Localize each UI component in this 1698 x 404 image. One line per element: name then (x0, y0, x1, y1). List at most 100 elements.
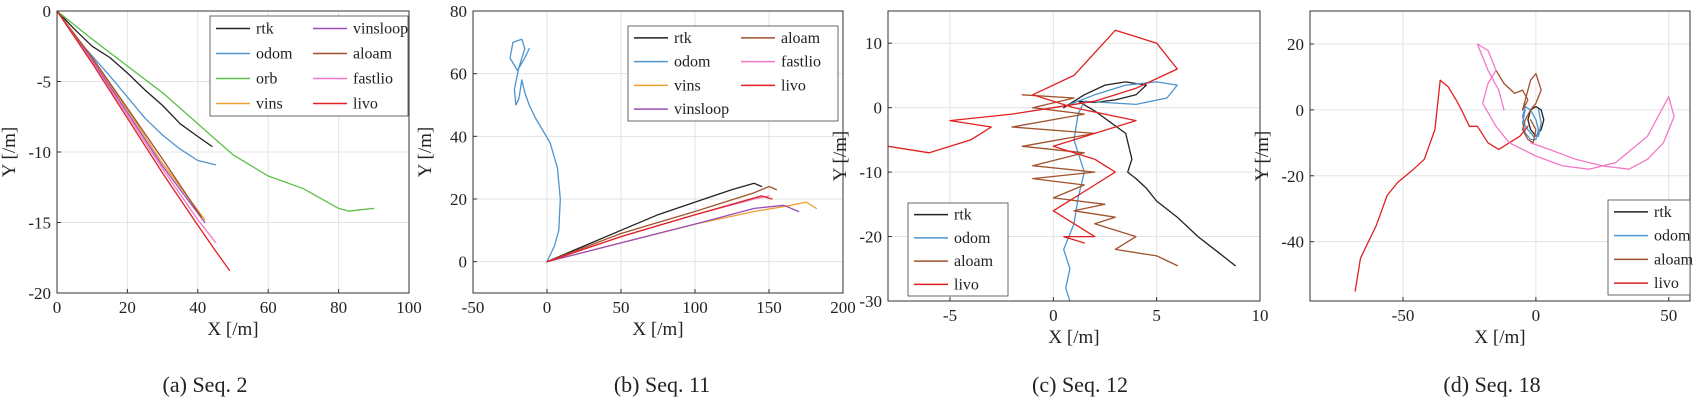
chart-2-series-group (888, 29, 1236, 301)
chart-2-x-tick-label: 0 (1049, 306, 1058, 325)
series-line-odom (1063, 81, 1178, 301)
chart-0-x-tick-label: 100 (396, 298, 422, 317)
chart-3-x-tick-label: -50 (1392, 306, 1415, 325)
panel-seq-11: -50 0 50 100 150 200 0 20 40 60 80 X [/m] Y [/m] rtk o… (415, 2, 856, 397)
chart-3-y-tick-label: 20 (1287, 35, 1304, 54)
chart-1-x-tick-label: 200 (830, 298, 856, 317)
chart-2-x-tick-label: -5 (943, 306, 957, 325)
chart-0-y-tick-label: -5 (37, 73, 51, 92)
chart-2-x-axis-label: X [/m] (1048, 327, 1099, 348)
chart-2-x-tick-label: 10 (1252, 306, 1269, 325)
chart-1-y-tick-label: 60 (450, 65, 467, 84)
chart-1-x-tick-label: -50 (462, 298, 485, 317)
series-line-rtk (1527, 105, 1545, 137)
chart-0-y-tick-label: -20 (28, 284, 51, 303)
chart-1-y-tick-label: 20 (450, 190, 467, 209)
chart-3-y-tick-label: -20 (1281, 167, 1304, 186)
legend-label-vinsloop: vinsloop (353, 21, 408, 38)
chart-3-caption: (d) Seq. 18 (1443, 372, 1540, 397)
legend-label-rtk: rtk (954, 207, 972, 224)
series-line-vinsloop (546, 204, 800, 263)
series-line-rtk (546, 182, 763, 263)
chart-2-y-tick-label: 0 (874, 99, 883, 118)
chart-0-plot-frame (56, 10, 410, 294)
chart-3-y-axis-label: Y [/m] (1252, 131, 1273, 181)
chart-0-caption: (a) Seq. 2 (163, 372, 248, 397)
series-line-odom (509, 38, 561, 263)
chart-0-y-tick-label: -10 (28, 143, 51, 162)
chart-3-x-tick-label: 0 (1532, 306, 1541, 325)
chart-1-x-tick-label: 150 (756, 298, 782, 317)
panel-seq-2: 0 20 40 60 80 100 0 -5 -10 -15 -20 X [/m] Y [/m] rtk o… (0, 2, 422, 397)
chart-0-y-tick-label: 0 (43, 2, 52, 21)
legend-label-vinsloop: vinsloop (674, 101, 729, 118)
legend-label-aloam: aloam (954, 253, 994, 270)
legend-label-orb: orb (256, 71, 277, 88)
chart-1-x-tick-label: 100 (682, 298, 708, 317)
series-line-orb (57, 11, 375, 212)
chart-2-y-tick-label: -30 (859, 292, 882, 311)
legend-label-vins: vins (256, 96, 283, 113)
chart-0-x-tick-label: 60 (260, 298, 277, 317)
chart-0-x-tick-label: 20 (119, 298, 136, 317)
chart-2-plot-frame (887, 10, 1261, 302)
legend-label-livo: livo (1654, 275, 1679, 292)
legend-label-rtk: rtk (674, 30, 692, 47)
chart-3-legend-box (1607, 199, 1691, 296)
series-line-livo (546, 195, 773, 263)
legend-label-odom: odom (674, 54, 711, 71)
series-line-livo (888, 29, 1178, 244)
chart-1-x-axis-label: X [/m] (632, 319, 683, 340)
series-line-rtk (1063, 81, 1236, 267)
legend-label-livo: livo (781, 77, 806, 94)
series-line-aloam (546, 185, 778, 263)
chart-0-legend-box (209, 15, 409, 117)
chart-3-x-tick-label: 50 (1660, 306, 1677, 325)
chart-2-caption: (c) Seq. 12 (1032, 372, 1128, 397)
chart-3-y-tick-label: -40 (1281, 233, 1304, 252)
panel-seq-12: -5 0 5 10 10 0 -10 -20 -30 X [/m] Y [/m] rtk odom alo… (830, 10, 1269, 397)
chart-1-x-tick-label: 0 (543, 298, 552, 317)
chart-3-x-axis-label: X [/m] (1474, 327, 1525, 348)
chart-2-y-tick-label: -10 (859, 163, 882, 182)
chart-0-x-tick-label: 40 (189, 298, 206, 317)
legend-label-livo: livo (353, 96, 378, 113)
chart-1-y-axis-label: Y [/m] (415, 127, 436, 177)
chart-2-x-tick-label: 5 (1152, 306, 1161, 325)
chart-3-plot-frame (1309, 10, 1691, 302)
legend-label-rtk: rtk (1654, 204, 1672, 221)
chart-3-y-tick-label: 0 (1296, 101, 1305, 120)
chart-0-y-tick-label: -15 (28, 214, 51, 233)
series-line-livo (1354, 79, 1529, 292)
chart-1-y-tick-label: 80 (450, 2, 467, 21)
legend-label-odom: odom (1654, 228, 1691, 245)
chart-1-y-tick-label: 40 (450, 127, 467, 146)
legend-label-fastlio: fastlio (353, 71, 393, 88)
legend-label-odom: odom (954, 230, 991, 247)
series-line-fastlio (1476, 43, 1675, 170)
series-line-aloam (57, 11, 202, 218)
chart-2-y-axis-label: Y [/m] (830, 131, 851, 181)
legend-label-rtk: rtk (256, 21, 274, 38)
legend-label-aloam: aloam (781, 30, 821, 47)
legend-label-aloam: aloam (1654, 251, 1694, 268)
chart-1-y-tick-label: 0 (459, 253, 468, 272)
panel-seq-18: -50 0 50 20 0 -20 -40 X [/m] Y [/m] rtk odom aloam l… (1252, 10, 1694, 397)
legend-label-aloam: aloam (353, 46, 393, 63)
series-line-rtk (57, 11, 213, 148)
series-line-aloam (1011, 94, 1178, 267)
legend-label-vins: vins (674, 77, 701, 94)
chart-2-y-tick-label: 10 (865, 34, 882, 53)
chart-1-series-group (509, 38, 818, 263)
chart-0-y-axis-label: Y [/m] (0, 127, 20, 177)
chart-2-y-tick-label: -20 (859, 228, 882, 247)
chart-1-legend-box (627, 25, 839, 122)
chart-1-plot-frame (472, 10, 844, 294)
chart-2-legend-box (907, 202, 1009, 297)
series-line-aloam (1495, 69, 1542, 144)
chart-0-x-tick-label: 0 (53, 298, 62, 317)
legend-label-fastlio: fastlio (781, 54, 821, 71)
chart-0-x-tick-label: 80 (330, 298, 347, 317)
series-line-livo (57, 11, 231, 272)
